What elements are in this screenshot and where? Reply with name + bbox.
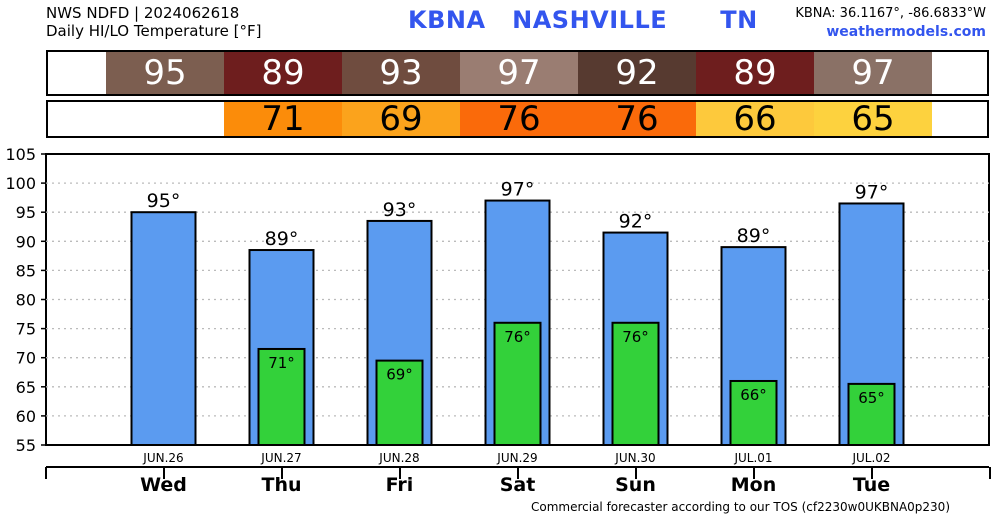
day-label: Mon xyxy=(731,474,777,496)
hi_strip-cell: 89 xyxy=(224,52,342,94)
low-bar-label: 76° xyxy=(504,328,531,346)
day-label: Sat xyxy=(500,474,536,496)
date-label: JUL.02 xyxy=(851,451,890,465)
y-tick-label: 70 xyxy=(16,349,36,368)
y-tick-label: 85 xyxy=(16,261,36,280)
header-left: NWS NDFD | 2024062618 Daily HI/LO Temper… xyxy=(46,4,262,40)
low-bar-label: 65° xyxy=(858,389,885,407)
temperature-chart: 55 60 65 70 75 80 85 90 95 100 105 95° JUN.26 Wed 89° 7… xyxy=(5,145,991,496)
low-bar xyxy=(611,321,660,446)
low-bar xyxy=(257,347,306,446)
station-coords: KBNA: 36.1167°, -86.6833°W xyxy=(795,6,986,21)
footer-note: Commercial forecaster according to our T… xyxy=(530,500,950,514)
lo_strip-cell: 66 xyxy=(696,102,814,136)
low-bar-label: 71° xyxy=(268,354,295,372)
low-bar-label: 69° xyxy=(386,366,413,384)
y-tick-label: 95 xyxy=(16,203,36,222)
high-bar-label: 97° xyxy=(855,181,889,203)
low-bar xyxy=(493,321,542,446)
y-tick-label: 80 xyxy=(16,291,36,310)
high-bar-label: 89° xyxy=(265,228,299,250)
high-bar-label: 95° xyxy=(147,190,181,212)
product-line: Daily HI/LO Temperature [°F] xyxy=(46,22,262,40)
hi_strip-cell: 97 xyxy=(814,52,932,94)
date-label: JUN.28 xyxy=(378,451,419,465)
day-label: Thu xyxy=(261,474,301,496)
lo_strip-cell: 69 xyxy=(342,102,460,136)
lo_strip-cell: 71 xyxy=(224,102,342,136)
high-bar-label: 97° xyxy=(501,179,535,201)
high-temp-strip: 95 89 93 97 92 89 97 xyxy=(46,50,989,96)
source-line: NWS NDFD | 2024062618 xyxy=(46,4,240,22)
hi_strip-cell: 92 xyxy=(578,52,696,94)
site-link[interactable]: weathermodels.com xyxy=(826,24,986,40)
date-label: JUN.26 xyxy=(142,451,183,465)
low-bar-label: 66° xyxy=(740,386,767,404)
high-bar-label: 89° xyxy=(737,225,771,247)
y-tick-label: 55 xyxy=(16,436,36,455)
y-tick-label: 100 xyxy=(5,174,36,193)
day-label: Tue xyxy=(853,474,890,496)
y-tick-label: 75 xyxy=(16,320,36,339)
lo_strip-cell: 76 xyxy=(578,102,696,136)
hi_strip-cell: 93 xyxy=(342,52,460,94)
date-label: JUN.29 xyxy=(496,451,537,465)
high-bar-label: 93° xyxy=(383,199,417,221)
date-label: JUN.30 xyxy=(614,451,655,465)
y-tick-label: 90 xyxy=(16,232,36,251)
day-label: Sun xyxy=(615,474,656,496)
high-bar-label: 92° xyxy=(619,211,653,233)
y-tick-label: 65 xyxy=(16,378,36,397)
hi_strip-cell: 89 xyxy=(696,52,814,94)
day-label: Wed xyxy=(140,474,187,496)
date-label: JUL.01 xyxy=(733,451,772,465)
lo_strip-cell: 76 xyxy=(460,102,578,136)
station-title: KBNA NASHVILLE TN xyxy=(408,6,758,34)
lo_strip-cell: 65 xyxy=(814,102,932,136)
y-tick-label: 60 xyxy=(16,407,36,426)
high-bar xyxy=(130,211,197,446)
y-tick-label: 105 xyxy=(5,145,36,164)
date-label: JUN.27 xyxy=(260,451,301,465)
low-bar-label: 76° xyxy=(622,328,649,346)
hi_strip-cell: 95 xyxy=(106,52,224,94)
low-bar xyxy=(375,359,424,446)
low-bar xyxy=(847,382,896,446)
day-label: Fri xyxy=(386,474,414,496)
low-bar xyxy=(729,379,778,446)
hi_strip-cell: 97 xyxy=(460,52,578,94)
low-temp-strip: 71 69 76 76 66 65 xyxy=(46,100,989,138)
lo_strip-cell xyxy=(106,102,224,136)
